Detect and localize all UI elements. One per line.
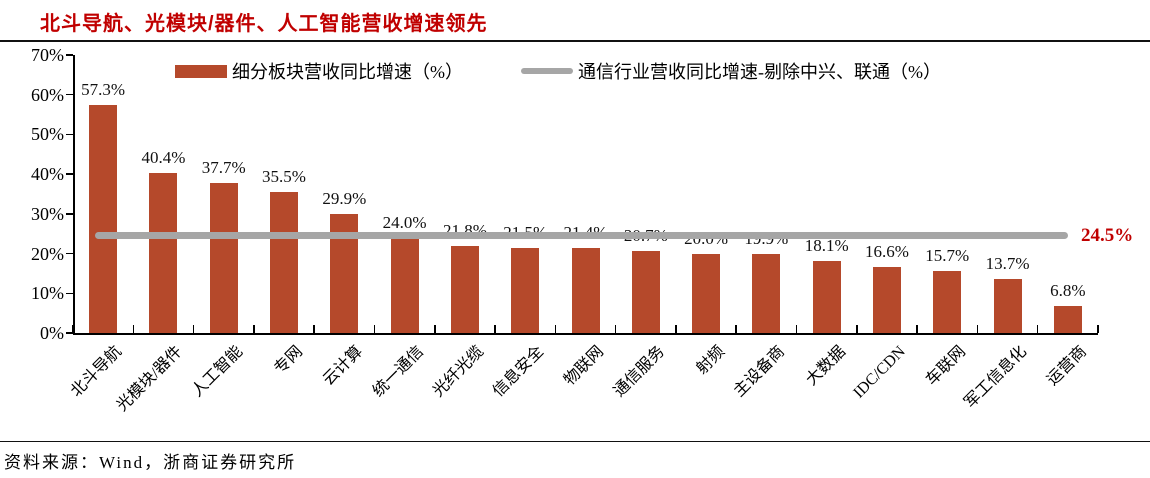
bar <box>993 278 1022 333</box>
bar <box>511 247 540 333</box>
x-axis-tick <box>1036 325 1039 333</box>
source-note: 资料来源：Wind，浙商证券研究所 <box>4 453 297 472</box>
footer-divider <box>0 441 1150 442</box>
y-axis-tick <box>66 332 73 334</box>
x-axis-tick <box>72 325 74 333</box>
y-axis-label: 10% <box>31 283 64 304</box>
x-axis-tick <box>675 325 677 333</box>
bar-value-label: 6.8% <box>1050 280 1086 300</box>
x-axis-tick <box>373 325 376 333</box>
category-label: 射频 <box>693 343 729 378</box>
x-axis-tick <box>494 325 496 333</box>
x-axis-tick <box>795 325 798 333</box>
y-axis-label: 40% <box>31 164 64 185</box>
category-label: 专网 <box>271 343 307 378</box>
bar-chart: 细分板块营收同比增速（%） 通信行业营收同比增速-剔除中兴、联通（%） 0% 10%… <box>31 45 1134 415</box>
category-label: 运营商 <box>1043 343 1090 389</box>
bar <box>933 270 962 333</box>
bar <box>631 250 660 333</box>
x-axis-tick <box>313 325 315 333</box>
bar <box>390 237 419 333</box>
bar <box>450 246 479 333</box>
y-axis-tick <box>66 213 73 215</box>
x-axis-tick <box>916 325 918 333</box>
page-title: 北斗导航、光模块/器件、人工智能营收增速领先 <box>40 13 488 35</box>
bar-value-label: 40.4% <box>141 147 186 167</box>
y-axis-tick <box>66 252 73 255</box>
category-label: 大数据 <box>802 343 849 389</box>
title-divider <box>0 40 1150 42</box>
bar-value-label: 29.9% <box>322 189 367 209</box>
x-axis-tick <box>735 325 737 333</box>
y-axis-label: 70% <box>31 45 64 65</box>
x-axis-tick <box>554 325 557 333</box>
category-label: 通信服务 <box>610 343 668 401</box>
category-label: 统一通信 <box>369 343 427 401</box>
x-axis-line <box>73 333 1098 335</box>
chart-legend: 细分板块营收同比增速（%） 通信行业营收同比增速-剔除中兴、联通（%） <box>175 58 941 84</box>
bar-value-label: 37.7% <box>201 158 246 178</box>
bar-value-label: 18.1% <box>804 236 849 256</box>
category-label: 主设备商 <box>731 343 789 401</box>
bar <box>752 253 781 333</box>
y-axis-tick <box>66 93 73 96</box>
bar <box>692 253 721 333</box>
y-axis-tick <box>66 54 73 56</box>
bar-value-label: 15.7% <box>925 245 970 265</box>
bar <box>270 192 299 333</box>
legend-item: 细分板块营收同比增速（%） <box>175 58 463 84</box>
y-axis-label: 0% <box>40 323 64 343</box>
y-axis-tick <box>66 292 73 295</box>
bar <box>209 183 238 333</box>
bar-value-label: 13.7% <box>985 253 1030 273</box>
category-label: 物联网 <box>561 343 608 389</box>
industry-line-value-label: 24.5% <box>1081 224 1134 246</box>
bar <box>571 248 600 333</box>
y-axis-label: 20% <box>31 243 64 264</box>
bar-value-label: 24.0% <box>382 212 427 232</box>
bar <box>89 105 118 333</box>
bar <box>1053 305 1082 333</box>
y-axis-tick <box>66 173 73 175</box>
category-label: 北斗导航 <box>67 343 126 401</box>
x-axis-tick <box>434 325 436 333</box>
category-label: 军工信息化 <box>960 343 1030 412</box>
x-axis-tick <box>132 325 135 333</box>
x-axis-tick <box>1097 325 1099 333</box>
x-axis-tick <box>976 325 979 333</box>
category-label: IDC/CDN <box>850 343 909 402</box>
category-label: 人工智能 <box>188 343 246 401</box>
y-axis-label: 60% <box>31 84 64 105</box>
y-axis-label: 50% <box>31 124 64 145</box>
bar-value-label: 35.5% <box>262 167 306 186</box>
x-axis-tick <box>856 325 858 333</box>
x-axis-tick <box>614 325 617 333</box>
bar <box>149 172 178 333</box>
legend-label: 通信行业营收同比增速-剔除中兴、联通（%） <box>578 62 941 82</box>
bar-value-label: 57.3% <box>81 80 126 100</box>
x-axis-tick <box>253 325 255 333</box>
category-label: 光纤光缆 <box>429 343 487 401</box>
category-label: 云计算 <box>320 343 367 389</box>
category-label: 信息安全 <box>489 343 548 401</box>
bar <box>872 267 901 333</box>
industry-growth-line <box>95 232 1068 240</box>
legend-line-swatch-icon <box>521 68 573 74</box>
y-axis-label: 30% <box>31 203 64 224</box>
y-axis-line <box>73 55 75 334</box>
bar <box>812 261 841 333</box>
bar-value-label: 16.6% <box>865 242 909 262</box>
x-axis-tick <box>192 325 195 333</box>
category-label: 车联网 <box>923 343 970 389</box>
legend-item: 通信行业营收同比增速-剔除中兴、联通（%） <box>521 58 941 84</box>
legend-label: 细分板块营收同比增速（%） <box>232 62 463 82</box>
y-axis-tick <box>66 133 73 136</box>
legend-bar-swatch-icon <box>175 64 227 78</box>
